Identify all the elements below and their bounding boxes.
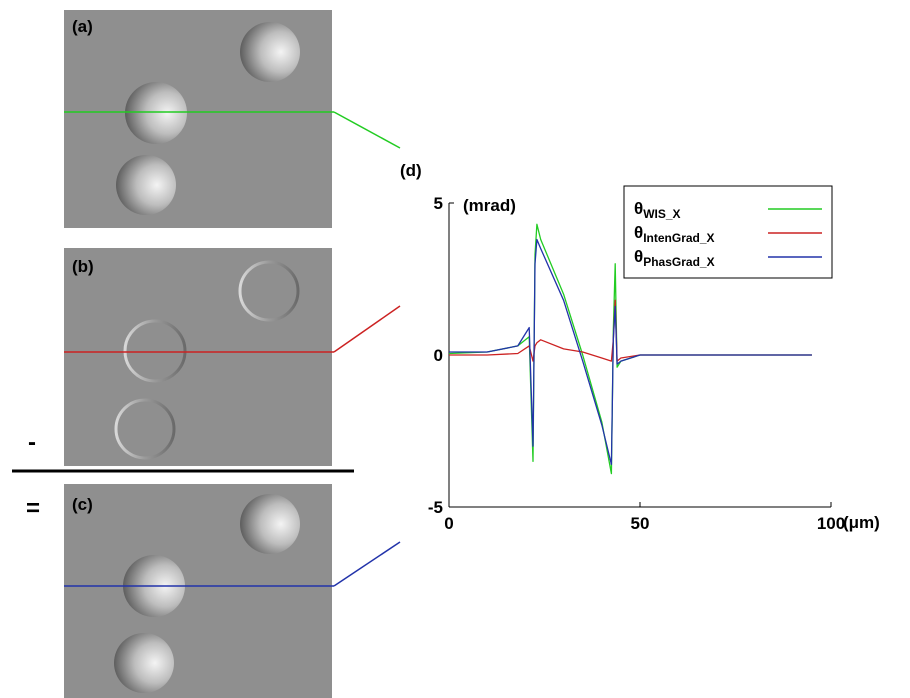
panel-c-sphere-3 (114, 633, 174, 693)
panel-c-connector (333, 541, 401, 587)
series-line-intengrad-x (449, 299, 812, 362)
y-tick-label: 5 (434, 194, 443, 213)
panel-c: (c) (64, 484, 401, 698)
x-axis-label: (μm) (843, 513, 880, 532)
panel-c-label: (c) (72, 495, 93, 514)
panel-b-sphere-3 (114, 398, 176, 460)
series-line-phasgrad-x (449, 238, 812, 466)
series-layer (448, 223, 812, 475)
panel-a-sphere-2 (125, 82, 187, 144)
panel-b-connector (333, 305, 401, 353)
panel-d-label: (d) (400, 161, 422, 180)
legend-label: θWIS_X (634, 199, 681, 221)
x-tick-label: 100 (817, 514, 845, 533)
y-axis-label: (mrad) (463, 196, 516, 215)
panel-a-sphere-3 (116, 155, 176, 215)
panel-b-sphere-1 (238, 260, 300, 322)
legend-label: θIntenGrad_X (634, 223, 715, 245)
panel-b-sphere-2 (123, 319, 187, 383)
x-tick-label: 0 (444, 514, 453, 533)
y-tick-label: 0 (434, 346, 443, 365)
panel-a-connector (333, 111, 401, 149)
panel-b-label: (b) (72, 257, 94, 276)
legend-label: θPhasGrad_X (634, 247, 715, 269)
panel-c-sphere-1 (240, 494, 300, 554)
x-tick-label: 50 (631, 514, 650, 533)
panel-a: (a) (64, 10, 401, 228)
equals-sign: = (26, 495, 40, 522)
minus-sign: - (28, 429, 36, 456)
panel-b: (b) (64, 248, 401, 466)
panel-a-label: (a) (72, 17, 93, 36)
legend-box (623, 185, 833, 279)
panel-a-sphere-1 (240, 22, 300, 82)
y-tick-label: -5 (428, 498, 443, 517)
